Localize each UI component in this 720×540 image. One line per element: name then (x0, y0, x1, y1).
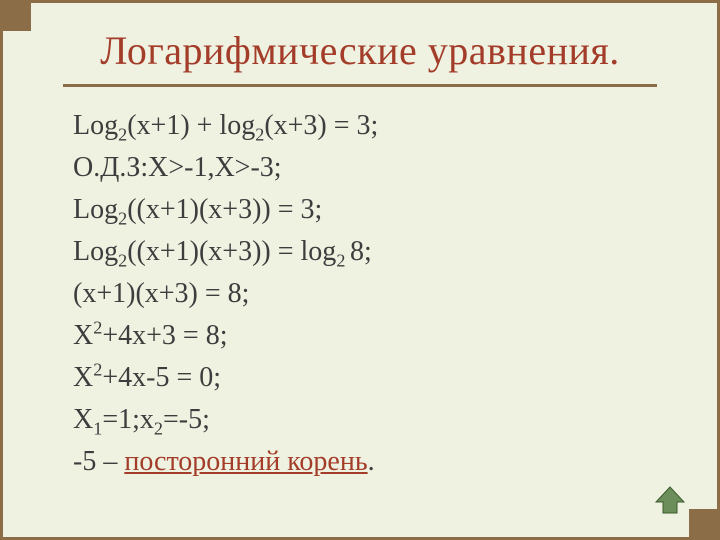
math-line: (x+1)(x+3) = 8; (73, 273, 657, 315)
math-line: О.Д.З:X>-1,X>-3; (73, 147, 657, 189)
slide: Логарифмические уравнения. Log2(x+1) + l… (0, 0, 720, 540)
math-line: Log2((x+1)(x+3)) = 3; (73, 189, 657, 231)
math-line: -5 – посторонний корень. (73, 441, 657, 483)
math-line: Log2(x+1) + log2(x+3) = 3; (73, 105, 657, 147)
corner-decoration-tl (3, 3, 31, 31)
slide-title: Логарифмические уравнения. (63, 27, 657, 87)
corner-decoration-br (689, 509, 717, 537)
slide-content: Log2(x+1) + log2(x+3) = 3; О.Д.З:X>-1,X>… (63, 105, 657, 483)
math-line: Log2((x+1)(x+3)) = log2 8; (73, 231, 657, 273)
math-line: X2+4x+3 = 8; (73, 315, 657, 357)
math-line: X2+4x-5 = 0; (73, 357, 657, 399)
math-line: X1=1;x2=-5; (73, 399, 657, 441)
home-up-icon[interactable] (653, 485, 687, 515)
